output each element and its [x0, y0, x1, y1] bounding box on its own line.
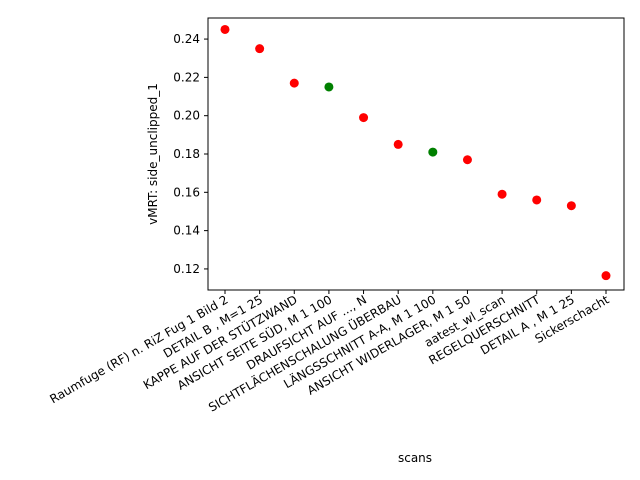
data-point: [428, 147, 438, 157]
data-point: [497, 189, 507, 199]
data-point: [566, 201, 576, 211]
axes-frame: [207, 17, 625, 291]
y-tick-label: 0.16: [173, 185, 200, 199]
data-point: [359, 113, 369, 123]
y-tick-label: 0.24: [173, 32, 200, 46]
data-point: [220, 24, 230, 34]
y-tick-label: 0.18: [173, 147, 200, 161]
y-tick-label: 0.22: [173, 70, 200, 84]
x-axis: Raumfuge (RF) n. RiZ Fug 1 Bild 2DETAIL …: [47, 290, 612, 415]
y-axis: 0.12 0.14 0.16 0.18 0.20 0.22 0.24: [173, 32, 208, 276]
data-point: [462, 155, 472, 165]
data-point: [324, 82, 334, 92]
y-axis-label: vMRT: side_unclipped_1: [146, 83, 160, 225]
data-point: [393, 139, 403, 149]
y-tick-label: 0.14: [173, 224, 200, 238]
y-tick-label: 0.20: [173, 109, 200, 123]
data-points: [220, 24, 611, 281]
y-tick-label: 0.12: [173, 262, 200, 276]
data-point: [601, 271, 611, 281]
data-point: [532, 195, 542, 205]
data-point: [289, 78, 299, 88]
x-axis-label: scans: [398, 451, 432, 465]
data-point: [255, 44, 265, 54]
